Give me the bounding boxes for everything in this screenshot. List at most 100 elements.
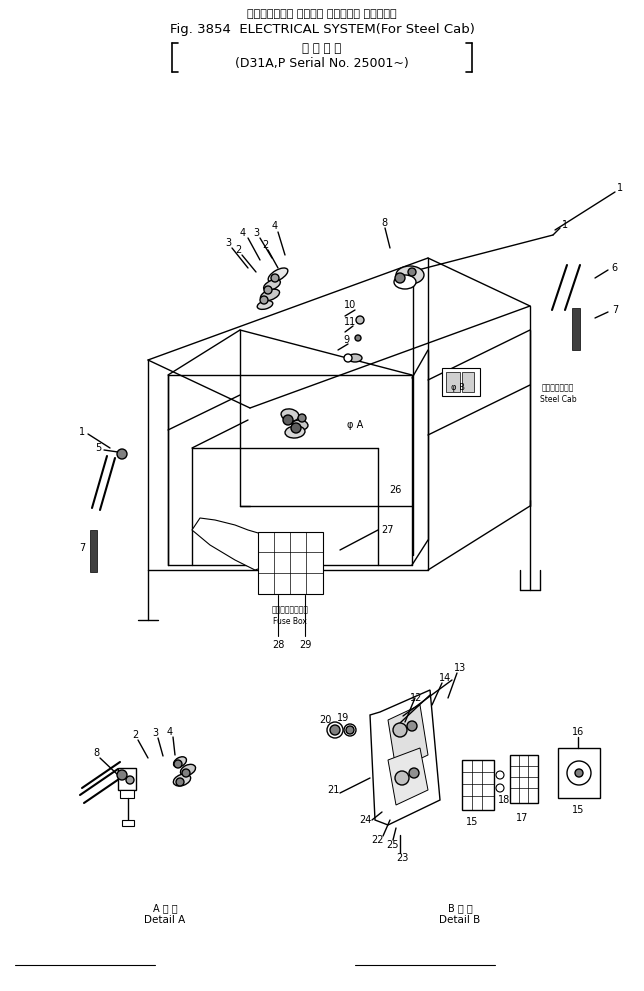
Text: 22: 22 [372, 835, 384, 845]
Polygon shape [192, 518, 275, 570]
Circle shape [330, 725, 340, 735]
Ellipse shape [260, 289, 279, 301]
Text: 7: 7 [612, 305, 618, 315]
Ellipse shape [263, 279, 280, 290]
Text: 26: 26 [389, 485, 401, 495]
Ellipse shape [394, 275, 416, 289]
Ellipse shape [348, 354, 362, 362]
Text: 4: 4 [272, 221, 278, 231]
Text: 13: 13 [454, 663, 466, 673]
Text: 27: 27 [382, 525, 394, 535]
Bar [510, 755, 538, 803]
Polygon shape [388, 705, 428, 770]
Circle shape [344, 354, 352, 362]
Circle shape [260, 296, 268, 304]
Ellipse shape [344, 724, 356, 736]
Ellipse shape [281, 409, 299, 421]
Circle shape [567, 761, 591, 785]
Bar [572, 308, 580, 350]
Text: 14: 14 [439, 673, 451, 683]
Bar [258, 532, 323, 594]
Bar [90, 530, 97, 572]
Circle shape [264, 286, 272, 294]
Ellipse shape [173, 774, 191, 786]
Bar [122, 820, 134, 826]
Ellipse shape [327, 722, 343, 738]
Text: 3: 3 [225, 238, 231, 248]
Text: 21: 21 [327, 785, 339, 795]
Circle shape [174, 760, 182, 768]
Circle shape [393, 723, 407, 737]
Text: 12: 12 [410, 693, 422, 703]
Text: 15: 15 [572, 805, 584, 815]
Text: B 詳 細: B 詳 細 [448, 903, 473, 913]
Text: 23: 23 [396, 853, 408, 863]
Text: 24: 24 [359, 815, 371, 825]
Bar [118, 768, 136, 790]
Text: 8: 8 [381, 218, 387, 228]
Text: 1: 1 [79, 427, 85, 437]
Text: 3: 3 [152, 728, 158, 738]
Circle shape [271, 274, 279, 282]
Circle shape [395, 771, 409, 785]
Text: 2: 2 [132, 730, 138, 740]
Bar [558, 748, 600, 798]
Text: 4: 4 [167, 727, 173, 737]
Ellipse shape [396, 266, 424, 284]
Text: 適 用 号 機: 適 用 号 機 [303, 42, 341, 55]
Text: Fig. 3854  ELECTRICAL SYSTEM(For Steel Cab): Fig. 3854 ELECTRICAL SYSTEM(For Steel Ca… [169, 23, 475, 36]
Text: 11: 11 [344, 317, 356, 327]
Circle shape [126, 776, 134, 784]
Circle shape [409, 768, 419, 778]
Ellipse shape [285, 426, 305, 438]
Ellipse shape [257, 300, 273, 309]
Text: (D31A,P Serial No. 25001~): (D31A,P Serial No. 25001~) [235, 57, 409, 70]
Circle shape [176, 778, 184, 786]
Bar [120, 790, 134, 798]
Text: 7: 7 [79, 543, 85, 553]
Text: ヒューズボックス: ヒューズボックス [272, 606, 308, 614]
Text: A 詳 細: A 詳 細 [153, 903, 177, 913]
Ellipse shape [496, 784, 504, 792]
Text: 1: 1 [562, 220, 568, 230]
Circle shape [117, 770, 127, 780]
Text: 9: 9 [343, 335, 349, 345]
Text: 4: 4 [240, 228, 246, 238]
Circle shape [408, 268, 416, 276]
Text: 20: 20 [319, 715, 331, 725]
Text: エレクトリカル システム （スチール キャブ用）: エレクトリカル システム （スチール キャブ用） [247, 9, 397, 19]
Text: 17: 17 [516, 813, 528, 823]
Ellipse shape [292, 420, 308, 430]
Circle shape [298, 414, 306, 422]
Text: 5: 5 [95, 443, 101, 453]
Ellipse shape [496, 771, 504, 779]
Text: 6: 6 [611, 263, 617, 273]
Text: 29: 29 [299, 640, 311, 650]
Bar [442, 368, 480, 396]
Circle shape [117, 449, 127, 459]
Polygon shape [370, 690, 440, 825]
Text: Detail B: Detail B [439, 915, 480, 925]
Text: 10: 10 [344, 300, 356, 310]
Text: 8: 8 [93, 748, 99, 758]
Ellipse shape [180, 764, 196, 776]
Text: φ A: φ A [347, 420, 363, 430]
Text: 28: 28 [272, 640, 284, 650]
Circle shape [395, 273, 405, 283]
Circle shape [283, 415, 293, 425]
Text: 25: 25 [387, 840, 399, 850]
Circle shape [182, 769, 190, 777]
Circle shape [291, 423, 301, 433]
Text: 15: 15 [466, 817, 478, 827]
Circle shape [346, 726, 354, 734]
Polygon shape [388, 748, 428, 805]
Text: φ B: φ B [451, 384, 465, 392]
Text: 2: 2 [235, 245, 241, 255]
Text: Detail A: Detail A [144, 915, 185, 925]
Text: 16: 16 [572, 727, 584, 737]
Text: 19: 19 [337, 713, 349, 723]
Circle shape [575, 769, 583, 777]
Text: 1: 1 [617, 183, 623, 193]
Circle shape [356, 316, 364, 324]
Text: Fuse Box: Fuse Box [273, 616, 307, 625]
